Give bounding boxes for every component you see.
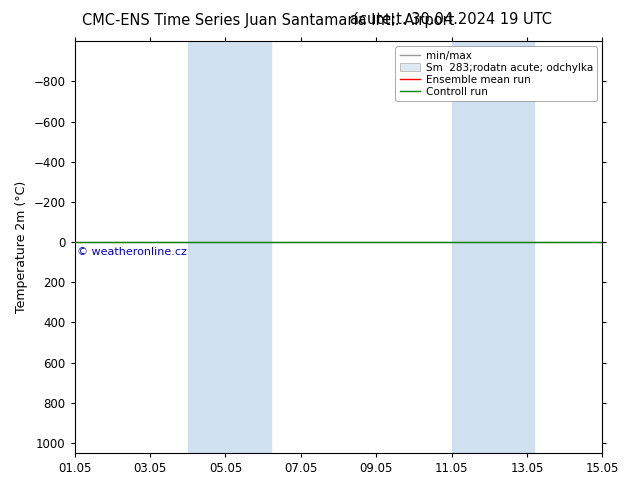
Bar (451, 41, 534, 453)
Text: CMC-ENS Time Series Juan Santamaría Intl. Airport: CMC-ENS Time Series Juan Santamaría Intl… (82, 12, 455, 28)
Y-axis label: Temperature 2m (°C): Temperature 2m (°C) (15, 181, 28, 313)
Text: © weatheronline.cz: © weatheronline.cz (77, 247, 186, 257)
Text: acute;t. 30.04.2024 19 UTC: acute;t. 30.04.2024 19 UTC (349, 12, 552, 27)
Bar (188, 41, 271, 453)
Legend: min/max, Sm  283;rodatn acute; odchylka, Ensemble mean run, Controll run: min/max, Sm 283;rodatn acute; odchylka, … (396, 47, 597, 101)
